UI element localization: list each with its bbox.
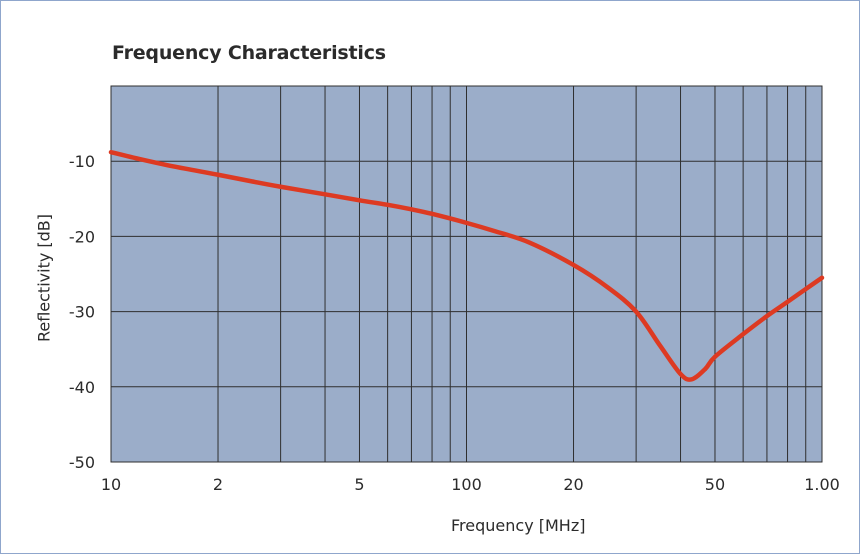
series-line: [108, 149, 825, 382]
x-tick-label: 100: [451, 475, 482, 494]
plot-border: [110, 85, 823, 463]
y-tick-label: -30: [69, 303, 95, 322]
x-tick-label: 1.00: [804, 475, 840, 494]
x-tick-label: 5: [354, 475, 364, 494]
y-tick-label: -50: [69, 453, 95, 472]
x-tick-label: 20: [563, 475, 583, 494]
chart-title: Frequency Characteristics: [112, 42, 386, 64]
x-axis-title: Frequency [MHz]: [451, 516, 586, 535]
y-tick-label: -20: [69, 227, 95, 246]
y-tick-label: -40: [69, 378, 95, 397]
y-tick-label: -10: [69, 152, 95, 171]
x-tick-label: 2: [213, 475, 223, 494]
x-tick-label: 10: [101, 475, 121, 494]
x-tick-label: 50: [705, 475, 725, 494]
